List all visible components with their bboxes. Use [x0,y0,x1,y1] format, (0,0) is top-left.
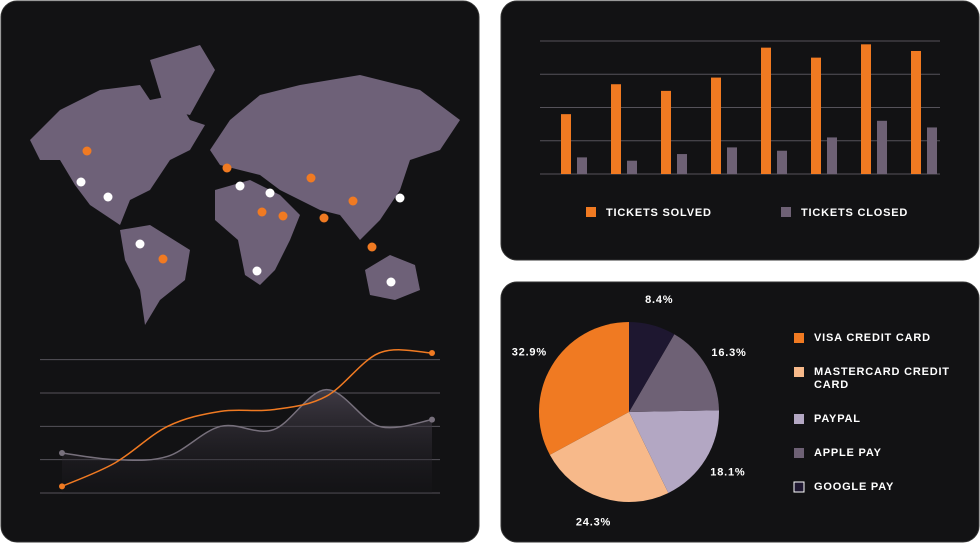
map-dot [82,146,92,156]
bar [861,44,871,175]
bar [877,120,887,174]
pie-slice [629,322,675,412]
map-dot [395,193,405,203]
legend-label: MASTERCARD CREDIT CARD [814,366,950,391]
legend-label: APPLE PAY [814,447,882,459]
continent [120,225,190,325]
bar [611,84,621,174]
map-dot [135,239,145,249]
map-dot [265,188,275,198]
bar [727,147,737,174]
map-dot [306,173,316,183]
bar [811,57,821,174]
legend-swatch [586,207,596,217]
continent [210,75,460,240]
bar-panel [500,0,980,261]
legend-swatch [794,448,804,458]
map-dot [319,213,329,223]
continent [150,45,215,115]
area [62,389,432,493]
continent [365,255,420,300]
bar [777,150,787,174]
legend-swatch [794,333,804,343]
endpoint [429,350,435,356]
bar [911,50,921,174]
legend-label: GOOGLE PAY [814,481,894,493]
map-dot [252,266,262,276]
legend-label: TICKETS SOLVED [606,207,712,219]
bar [677,154,687,174]
bar [927,127,937,174]
legend-label: VISA CREDIT CARD [814,332,931,344]
legend-label: PAYPAL [814,413,861,425]
bar [711,77,721,174]
legend-swatch [794,367,804,377]
pie-slice [629,410,719,493]
map-dot [257,207,267,217]
map-dot [386,277,396,287]
pie-slice [629,334,719,412]
endpoint [59,450,65,456]
map-dot [103,192,113,202]
bar [827,137,837,174]
map-dot [158,254,168,264]
pie-slice [539,322,629,455]
line [61,388,433,462]
bar [661,90,671,174]
bar [761,47,771,174]
bar [561,114,571,174]
pie-slice [549,412,669,503]
map-dot [235,181,245,191]
map-dot [278,211,288,221]
map-dot [348,196,358,206]
legend-swatch [794,414,804,424]
continent [30,85,205,225]
value-label: 24.3% [576,516,611,528]
value-label: 16.3% [711,347,746,359]
value-label: 8.4% [645,294,673,306]
map-dot [76,177,86,187]
white-dots [76,177,405,287]
orange-dots [82,146,377,264]
endpoint [59,483,65,490]
bar [627,160,637,174]
map-dot [222,163,232,173]
legend-swatch [781,207,791,217]
legend-swatch [793,481,805,493]
endpoint [429,416,435,423]
bar [577,157,587,174]
map-dot [367,242,377,252]
value-label: 18.1% [710,467,745,479]
world-map [30,45,460,325]
continent [215,180,300,285]
value-label: 32.9% [512,347,547,359]
line [61,349,433,488]
legend-label: TICKETS CLOSED [801,207,908,219]
